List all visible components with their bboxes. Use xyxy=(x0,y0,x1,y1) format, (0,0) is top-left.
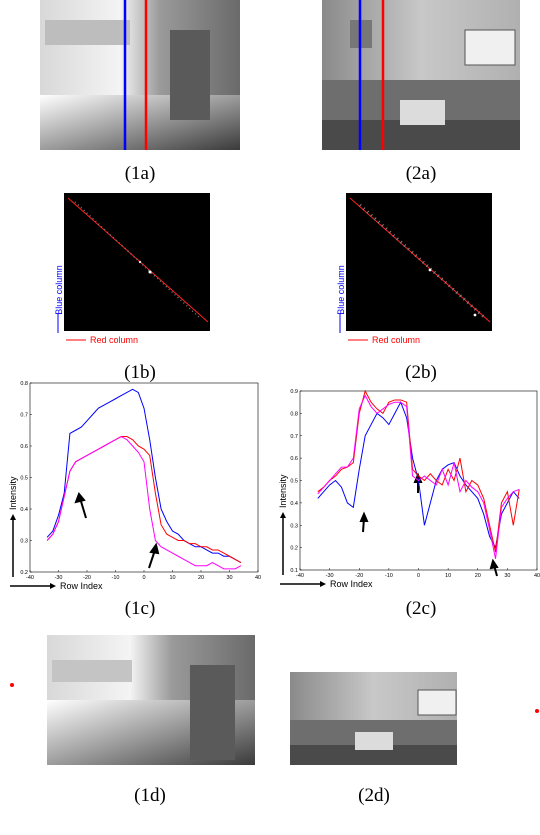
correlation-map-1b: Blue column Red column xyxy=(54,193,210,345)
map-y-label: Blue column xyxy=(336,265,346,315)
photo-2d xyxy=(290,672,457,765)
y-tick-label: 0.6 xyxy=(20,444,28,450)
photo-1d xyxy=(47,635,255,765)
caption: (1d) xyxy=(134,785,166,806)
annotation-arrows xyxy=(74,472,499,577)
correlation-map-2b: Blue column Red column xyxy=(336,193,492,345)
line-chart: 0.2 0.3 0.4 0.5 0.6 0.7 0.8 -40 -30 -20 -10 0 10 20 30… xyxy=(8,381,261,591)
y-tick-label: 0.3 xyxy=(20,539,28,545)
caption: (2b) xyxy=(405,362,437,383)
x-tick-label: -10 xyxy=(112,575,120,581)
y-axis-label: Intensity xyxy=(278,474,288,508)
photo-1a xyxy=(40,0,240,150)
x-tick-label: 10 xyxy=(445,573,451,579)
x-tick-label: 20 xyxy=(198,575,204,581)
x-tick-label: 0 xyxy=(142,575,145,581)
map-x-label: Red column xyxy=(90,335,138,345)
y-tick-label: 0.6 xyxy=(290,456,298,462)
x-tick-label: -30 xyxy=(55,575,63,581)
data-line xyxy=(46,388,242,563)
photo-2a xyxy=(322,0,520,150)
x-tick-label: 40 xyxy=(534,573,540,579)
y-tick-label: 0.5 xyxy=(20,476,28,482)
x-tick-label: 30 xyxy=(226,575,232,581)
x-tick-label: 10 xyxy=(169,575,175,581)
dot xyxy=(10,683,14,687)
y-axis-arrowhead xyxy=(280,512,286,518)
x-axis-arrowhead xyxy=(320,581,326,587)
x-tick-label: -40 xyxy=(26,575,34,581)
y-tick-label: 0.8 xyxy=(290,411,298,417)
x-tick-label: -10 xyxy=(385,573,393,579)
y-tick-label: 0.9 xyxy=(290,389,298,395)
y-tick-label: 0.2 xyxy=(290,546,298,552)
x-tick-label: 30 xyxy=(504,573,510,579)
x-tick-label: -20 xyxy=(83,575,91,581)
caption: (2c) xyxy=(406,598,437,619)
plot-frame xyxy=(29,382,259,573)
y-tick-label: 0.2 xyxy=(20,570,28,576)
x-tick-label: -40 xyxy=(296,573,304,579)
dot xyxy=(535,709,539,713)
x-tick-label: 40 xyxy=(255,575,261,581)
x-axis-label: Row Index xyxy=(330,579,373,589)
y-axis-label: Intensity xyxy=(8,476,18,510)
y-tick-label: 0.4 xyxy=(20,507,28,513)
y-tick-label: 0.1 xyxy=(290,568,298,574)
y-tick-label: 0.7 xyxy=(20,413,28,419)
caption: (1a) xyxy=(125,163,156,184)
x-tick-label: 0 xyxy=(417,573,420,579)
y-tick-label: 0.8 xyxy=(20,381,28,387)
data-line xyxy=(317,394,520,559)
y-tick-label: 0.7 xyxy=(290,434,298,440)
line-chart: 0.1 0.2 0.3 0.4 0.5 0.6 0.7 0.8 0.9 -40 -30 -20 -10 0… xyxy=(278,389,540,589)
caption: (2a) xyxy=(406,163,437,184)
y-axis-arrowhead xyxy=(10,514,16,520)
x-tick-label: -20 xyxy=(355,573,363,579)
y-tick-label: 0.3 xyxy=(290,523,298,529)
y-tick-label: 0.4 xyxy=(290,501,298,507)
data-line xyxy=(317,389,520,553)
x-axis-arrowhead xyxy=(50,583,56,589)
caption: (1b) xyxy=(124,362,156,383)
x-tick-label: -30 xyxy=(326,573,334,579)
y-tick-label: 0.5 xyxy=(290,479,298,485)
map-y-label: Blue column xyxy=(54,265,64,315)
x-axis-label: Row Index xyxy=(60,581,103,591)
caption: (1c) xyxy=(125,598,156,619)
map-x-label: Red column xyxy=(372,335,420,345)
x-tick-label: 20 xyxy=(475,573,481,579)
caption: (2d) xyxy=(358,785,390,806)
data-line xyxy=(46,435,242,570)
